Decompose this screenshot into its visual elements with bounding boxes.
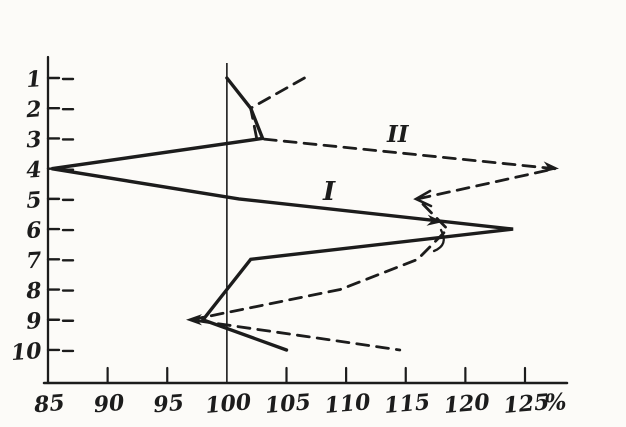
x-tick-label: 105 <box>264 389 312 419</box>
x-tick-label: 115 <box>383 389 431 419</box>
arrowhead-right-icon <box>542 161 559 173</box>
y-tick-label: 4 <box>25 157 42 184</box>
y-tick-label: 3 <box>25 126 42 153</box>
y-tick-label: 5 <box>25 187 42 214</box>
y-tick-label: 1 <box>25 66 42 93</box>
x-tick-label: 90 <box>93 390 126 419</box>
chevron-left-icon <box>413 189 433 208</box>
y-tick-label: 2 <box>24 96 42 123</box>
y-tick-label: 8 <box>24 278 42 305</box>
series-I-label: I <box>322 177 336 207</box>
crossing-hook-mark <box>432 228 445 253</box>
y-tick-label: 10 <box>10 338 43 366</box>
x-tick-label: 125 <box>502 389 550 419</box>
x-tick-label: 110 <box>324 389 373 419</box>
percent-label: % <box>544 388 568 416</box>
x-tick-label: 100 <box>204 389 253 419</box>
x-tick-label: 85 <box>32 390 66 419</box>
series-I-line <box>51 76 514 352</box>
x-tick-label: 120 <box>443 389 492 419</box>
series-II-label: II <box>386 121 410 148</box>
y-tick-label: 9 <box>25 308 42 335</box>
y-tick-label: 7 <box>25 247 43 274</box>
arrowhead-left-icon <box>186 314 202 326</box>
y-tick-label: 6 <box>25 217 42 244</box>
direction-arrow-icon <box>426 214 443 226</box>
x-tick-label: 95 <box>152 390 185 419</box>
